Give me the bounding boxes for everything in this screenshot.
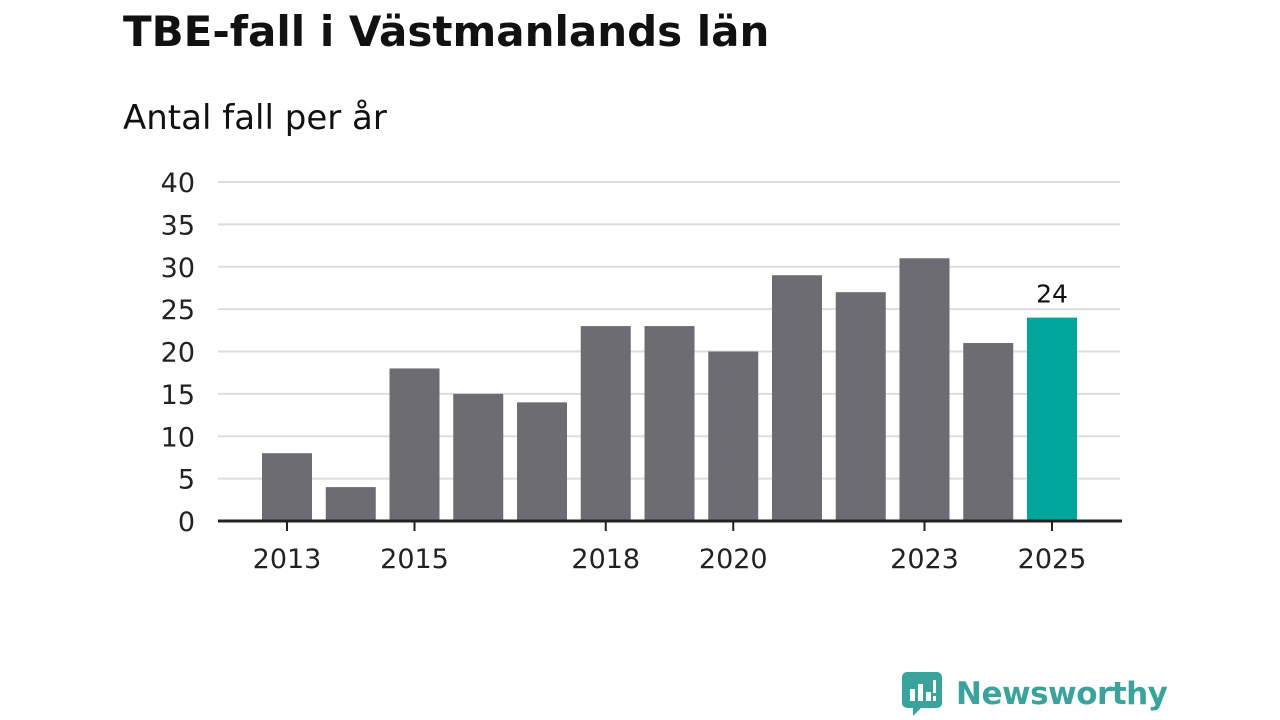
- newsworthy-logo-icon: [902, 672, 942, 716]
- bar-2015: [389, 368, 440, 521]
- bar-2019: [644, 326, 695, 521]
- bar-2018: [580, 326, 631, 521]
- y-tick-label: 35: [161, 210, 195, 241]
- x-tick-label: 2018: [571, 544, 640, 575]
- x-axis-ticks: 2013 2015 2018 2020 2023 2025: [253, 521, 1087, 575]
- bar-2022: [835, 292, 886, 521]
- y-tick-label: 5: [178, 465, 195, 496]
- y-axis-ticks: 0 5 10 15 20 25 30 35 40: [161, 168, 195, 538]
- bar-2013: [262, 453, 312, 521]
- bar-2017: [517, 402, 567, 521]
- newsworthy-brand[interactable]: Newsworthy: [902, 670, 1168, 718]
- bar-2024: [963, 343, 1014, 521]
- brand-name: Newsworthy: [956, 676, 1168, 712]
- y-tick-label: 25: [161, 295, 195, 326]
- x-tick-label: 2025: [1018, 544, 1087, 575]
- x-tick-label: 2013: [253, 544, 322, 575]
- x-tick-label: 2023: [890, 544, 959, 575]
- bar-2020: [708, 351, 759, 521]
- bar-2021: [772, 275, 822, 521]
- y-tick-label: 0: [178, 507, 195, 538]
- data-labels: 24: [1036, 280, 1068, 309]
- data-label-2025: 24: [1036, 280, 1068, 309]
- bar-2023: [899, 258, 950, 521]
- y-tick-label: 20: [161, 338, 195, 369]
- bars: [262, 258, 1077, 521]
- x-tick-label: 2020: [699, 544, 768, 575]
- x-tick-label: 2015: [380, 544, 449, 575]
- bar-2014: [325, 487, 376, 521]
- bar-2016: [453, 393, 504, 521]
- y-tick-label: 15: [161, 380, 195, 411]
- y-tick-label: 30: [161, 253, 195, 284]
- chart-title: TBE-fall i Västmanlands län: [123, 7, 770, 56]
- bar-2025: [1027, 317, 1077, 521]
- y-tick-label: 10: [161, 422, 195, 453]
- y-tick-label: 40: [161, 168, 195, 199]
- chart-subtitle: Antal fall per år: [123, 98, 387, 138]
